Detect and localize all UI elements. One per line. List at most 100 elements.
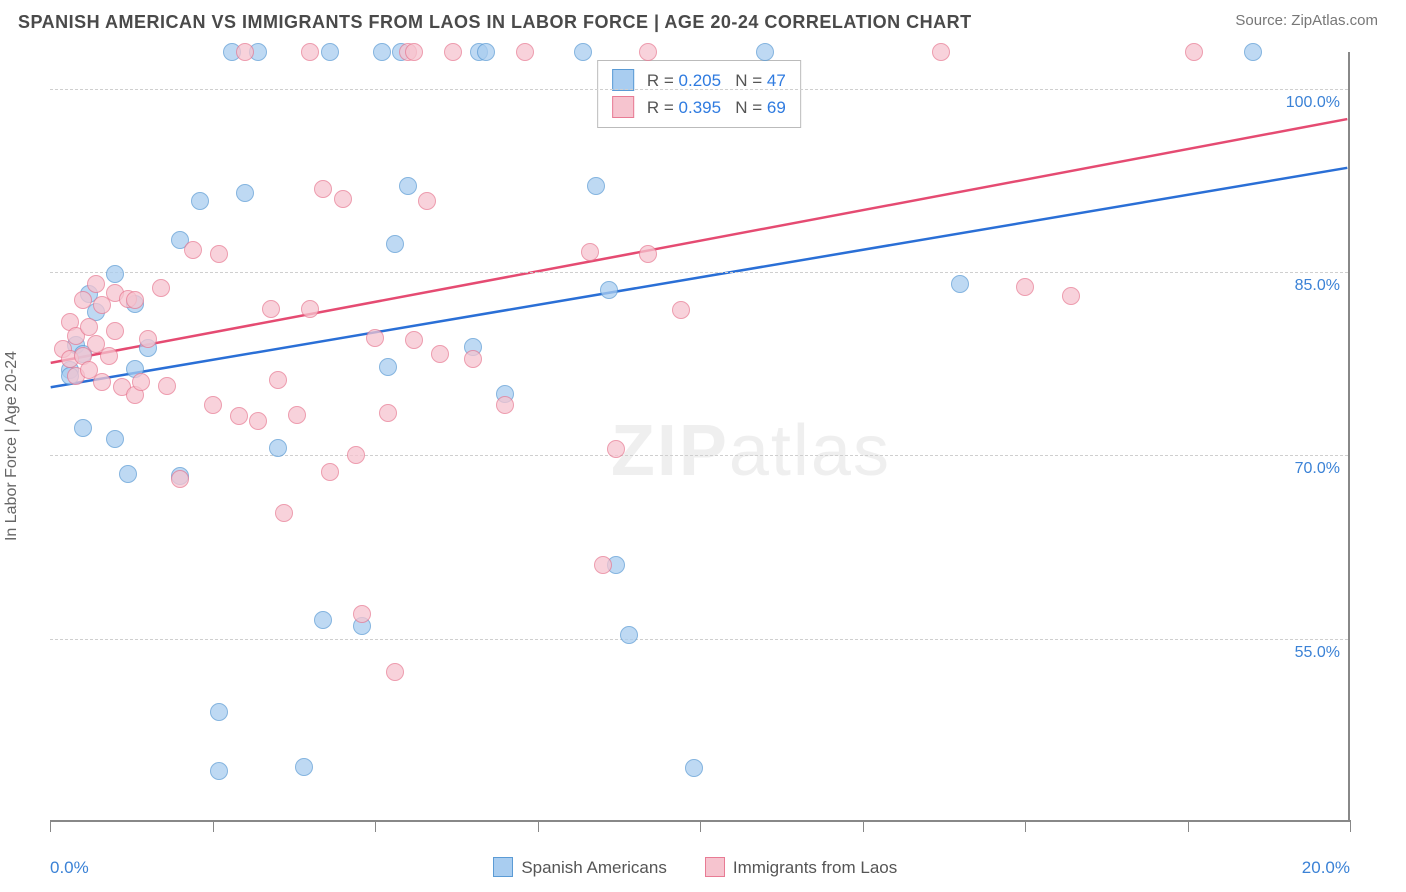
x-axis-tick [213,820,214,832]
watermark-light: atlas [729,411,891,491]
gridline [50,455,1348,456]
data-point [386,235,404,253]
stats-legend-box: R = 0.205 N = 47 R = 0.395 N = 69 [597,60,801,128]
legend-swatch [493,857,513,877]
data-point [1185,43,1203,61]
data-point [301,43,319,61]
data-point [269,439,287,457]
data-point [405,331,423,349]
gridline [50,639,1348,640]
data-point [288,406,306,424]
data-point [431,345,449,363]
data-point [158,377,176,395]
data-point [353,605,371,623]
data-point [152,279,170,297]
data-point [620,626,638,644]
data-point [230,407,248,425]
data-point [139,330,157,348]
data-point [126,291,144,309]
data-point [756,43,774,61]
data-point [1062,287,1080,305]
stats-r-value: 0.395 [679,98,722,117]
data-point [210,703,228,721]
data-point [119,465,137,483]
data-point [87,275,105,293]
data-point [639,43,657,61]
x-axis-tick [375,820,376,832]
y-axis-title: In Labor Force | Age 20-24 [3,351,21,541]
stats-row: R = 0.395 N = 69 [612,94,786,121]
data-point [80,318,98,336]
data-point [399,177,417,195]
x-axis-row: 0.0% Spanish AmericansImmigrants from La… [50,857,1350,878]
data-point [301,300,319,318]
x-axis-tick [1188,820,1189,832]
data-point [444,43,462,61]
data-point [587,177,605,195]
plot-area: ZIPatlas R = 0.205 N = 47 R = 0.395 N = … [50,52,1350,822]
watermark: ZIPatlas [611,410,891,492]
data-point [321,43,339,61]
series-legend: Spanish AmericansImmigrants from Laos [493,857,897,878]
data-point [464,350,482,368]
chart-container: SPANISH AMERICAN VS IMMIGRANTS FROM LAOS… [0,0,1406,892]
x-axis-tick [700,820,701,832]
data-point [249,412,267,430]
data-point [334,190,352,208]
x-axis-tick [50,820,51,832]
source-prefix: Source: [1235,12,1291,29]
data-point [379,404,397,422]
data-point [191,192,209,210]
data-point [184,241,202,259]
data-point [314,180,332,198]
data-point [100,347,118,365]
data-point [204,396,222,414]
data-point [685,759,703,777]
data-point [74,419,92,437]
legend-label: Spanish Americans [521,858,667,877]
data-point [639,245,657,263]
data-point [932,43,950,61]
watermark-bold: ZIP [611,411,729,491]
trend-line [51,119,1348,363]
data-point [477,43,495,61]
data-point [106,322,124,340]
stats-n-value: 69 [767,98,786,117]
data-point [262,300,280,318]
data-point [210,245,228,263]
data-point [132,373,150,391]
data-point [106,265,124,283]
stats-n-value: 47 [767,71,786,90]
stats-n-label: N = [735,98,767,117]
y-axis-tick-label: 70.0% [1295,460,1340,478]
data-point [321,463,339,481]
x-axis-min-label: 0.0% [50,858,89,878]
data-point [74,291,92,309]
data-point [418,192,436,210]
data-point [269,371,287,389]
data-point [275,504,293,522]
data-point [106,430,124,448]
data-point [236,184,254,202]
gridline [50,272,1348,273]
source-name: ZipAtlas.com [1291,12,1378,29]
data-point [600,281,618,299]
data-point [314,611,332,629]
data-point [210,762,228,780]
x-axis-max-label: 20.0% [1302,858,1350,878]
stats-r-label: R = [647,98,679,117]
x-axis-tick [1025,820,1026,832]
data-point [496,396,514,414]
legend-item: Spanish Americans [493,857,667,878]
stats-r-label: R = [647,71,679,90]
source-label: Source: ZipAtlas.com [1235,12,1378,29]
data-point [1016,278,1034,296]
data-point [373,43,391,61]
legend-swatch [705,857,725,877]
data-point [1244,43,1262,61]
data-point [672,301,690,319]
data-point [607,440,625,458]
data-point [405,43,423,61]
data-point [581,243,599,261]
data-point [379,358,397,376]
